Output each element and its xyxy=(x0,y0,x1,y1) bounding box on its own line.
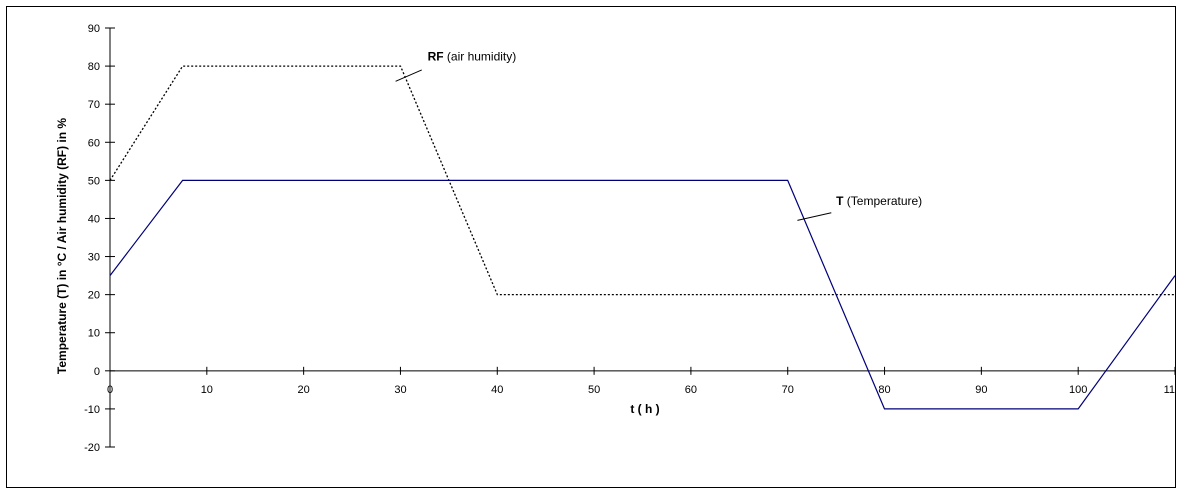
y-tick-label: 20 xyxy=(88,290,100,302)
y-tick-label: 0 xyxy=(94,366,100,378)
annotation-label-text: (Temperature) xyxy=(843,194,922,208)
annotation-rf: RF (air humidity) xyxy=(428,49,517,63)
y-tick-label: 70 xyxy=(88,99,100,111)
series-rf-line xyxy=(109,65,1175,296)
y-tick-label: 60 xyxy=(88,137,100,149)
x-tick-label: 11 xyxy=(1164,384,1175,396)
annotation-leader xyxy=(395,69,422,82)
y-tick-label: 40 xyxy=(88,213,100,225)
x-tick-label: 20 xyxy=(298,384,310,396)
x-tick-label: 70 xyxy=(782,384,794,396)
x-tick-label: 60 xyxy=(685,384,697,396)
y-tick-label: 10 xyxy=(88,328,100,340)
x-tick-label: 50 xyxy=(588,384,600,396)
x-tick-label: 30 xyxy=(394,384,406,396)
x-tick-label: 10 xyxy=(201,384,213,396)
chart-frame xyxy=(6,6,1176,488)
y-tick-label: -20 xyxy=(84,442,100,454)
y-tick-label: 90 xyxy=(88,23,100,35)
x-axis-title: t ( h ) xyxy=(630,402,659,416)
y-tick-label: 50 xyxy=(88,175,100,187)
series-t-line xyxy=(109,179,1176,410)
y-tick-label: 80 xyxy=(88,61,100,73)
annotation-label-bold: RF xyxy=(428,49,444,63)
x-tick-label: 100 xyxy=(1069,384,1087,396)
y-tick-label: -10 xyxy=(84,404,100,416)
annotation-label-bold: T xyxy=(836,194,844,208)
x-tick-label: 40 xyxy=(491,384,503,396)
annotation-leader xyxy=(797,212,832,221)
x-tick-label: 80 xyxy=(878,384,890,396)
x-tick-label: 0 xyxy=(107,384,113,396)
y-axis-title: Temperature (T) in °C / Air humidity (RF… xyxy=(55,118,69,374)
y-tick-label: 30 xyxy=(88,252,100,264)
x-tick-label: 90 xyxy=(975,384,987,396)
annotation-label-text: (air humidity) xyxy=(444,49,517,63)
annotation-t: T (Temperature) xyxy=(836,194,922,208)
